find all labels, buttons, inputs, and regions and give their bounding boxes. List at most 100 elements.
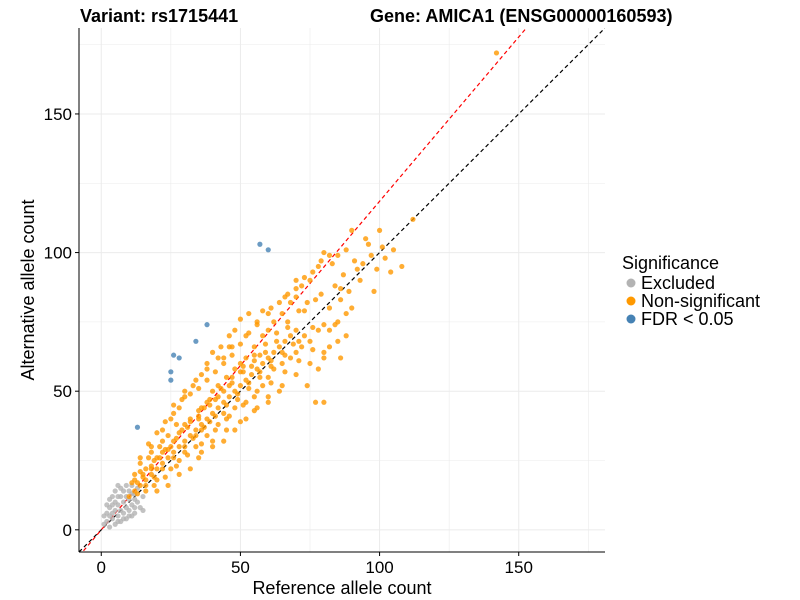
point-non-significant xyxy=(318,258,324,264)
point-non-significant xyxy=(240,363,246,369)
point-non-significant xyxy=(137,455,143,461)
point-non-significant xyxy=(246,380,252,386)
point-non-significant xyxy=(171,455,177,461)
point-non-significant xyxy=(173,463,180,469)
point-non-significant xyxy=(265,399,271,405)
chart-title-variant: Variant: rs1715441 xyxy=(80,6,238,26)
point-fdr-0-05 xyxy=(265,247,271,253)
point-non-significant xyxy=(226,413,232,419)
point-non-significant xyxy=(237,419,244,425)
point-non-significant xyxy=(365,241,372,247)
point-non-significant xyxy=(326,305,333,311)
point-fdr-0-05 xyxy=(257,241,263,247)
point-non-significant xyxy=(226,394,232,400)
point-non-significant xyxy=(176,405,182,411)
point-non-significant xyxy=(232,366,238,372)
y-tick-label: 0 xyxy=(63,521,72,540)
point-non-significant xyxy=(229,374,235,380)
point-non-significant xyxy=(287,333,294,339)
point-non-significant xyxy=(248,371,255,378)
point-non-significant xyxy=(209,444,216,450)
point-non-significant xyxy=(182,438,188,444)
point-non-significant xyxy=(346,288,352,294)
point-non-significant xyxy=(198,449,205,455)
point-non-significant xyxy=(182,388,188,394)
point-excluded xyxy=(140,507,146,514)
point-non-significant xyxy=(209,388,216,394)
point-excluded xyxy=(112,488,118,494)
point-excluded xyxy=(126,513,132,519)
point-non-significant xyxy=(382,255,388,261)
point-non-significant xyxy=(243,355,249,361)
point-non-significant xyxy=(276,299,282,306)
point-non-significant xyxy=(287,355,294,361)
point-non-significant xyxy=(265,327,271,333)
point-non-significant xyxy=(273,330,280,336)
point-excluded xyxy=(115,482,121,489)
point-non-significant xyxy=(221,438,227,444)
point-non-significant xyxy=(196,385,202,392)
point-non-significant xyxy=(157,455,163,461)
point-non-significant xyxy=(207,402,213,408)
point-excluded xyxy=(109,510,115,516)
point-non-significant xyxy=(326,344,333,350)
point-non-significant xyxy=(268,358,274,364)
point-non-significant xyxy=(315,327,321,333)
point-non-significant xyxy=(399,263,405,270)
point-non-significant xyxy=(193,444,199,450)
point-non-significant xyxy=(159,438,166,444)
legend-label-fdr: FDR < 0.05 xyxy=(641,309,734,329)
point-non-significant xyxy=(307,277,313,283)
point-fdr-0-05 xyxy=(134,424,141,430)
point-non-significant xyxy=(340,272,346,278)
point-non-significant xyxy=(321,322,327,328)
point-non-significant xyxy=(312,399,319,405)
point-non-significant xyxy=(268,363,274,369)
plot-grid xyxy=(79,28,605,552)
point-non-significant xyxy=(237,341,244,347)
point-non-significant xyxy=(299,283,305,289)
point-non-significant xyxy=(223,402,230,408)
point-non-significant xyxy=(143,466,149,472)
point-non-significant xyxy=(187,391,193,397)
point-non-significant xyxy=(276,344,282,350)
point-non-significant xyxy=(184,452,191,458)
legend-marker-excluded xyxy=(626,278,636,288)
point-excluded xyxy=(107,524,113,530)
point-non-significant xyxy=(388,269,394,275)
point-non-significant xyxy=(246,330,252,336)
point-fdr-0-05 xyxy=(171,352,177,358)
point-non-significant xyxy=(360,261,366,267)
point-non-significant xyxy=(151,482,157,489)
legend-marker-fdr xyxy=(626,314,636,324)
point-non-significant xyxy=(215,355,221,361)
tick-labels: 0 50 100 150 0 50 100 150 xyxy=(44,105,533,577)
point-non-significant xyxy=(132,471,138,477)
point-excluded xyxy=(118,493,124,500)
point-non-significant xyxy=(304,299,310,306)
point-non-significant xyxy=(293,294,299,300)
point-non-significant xyxy=(293,327,299,333)
point-non-significant xyxy=(251,358,257,364)
point-non-significant xyxy=(212,427,218,433)
point-non-significant xyxy=(229,344,235,350)
point-fdr-0-05 xyxy=(176,355,182,361)
point-non-significant xyxy=(273,338,280,344)
point-non-significant xyxy=(235,391,241,397)
point-non-significant xyxy=(332,322,338,328)
point-non-significant xyxy=(301,333,308,339)
reference-line-fit xyxy=(81,28,528,552)
point-non-significant xyxy=(246,385,252,392)
point-non-significant xyxy=(159,466,166,472)
point-non-significant xyxy=(338,286,344,292)
point-non-significant xyxy=(335,252,341,258)
point-non-significant xyxy=(187,419,193,425)
point-excluded xyxy=(107,496,113,502)
point-excluded xyxy=(123,482,129,489)
point-non-significant xyxy=(190,383,196,389)
point-excluded xyxy=(126,507,132,514)
point-non-significant xyxy=(226,383,232,389)
point-non-significant xyxy=(310,269,316,275)
point-non-significant xyxy=(187,466,193,472)
point-non-significant xyxy=(329,261,335,267)
